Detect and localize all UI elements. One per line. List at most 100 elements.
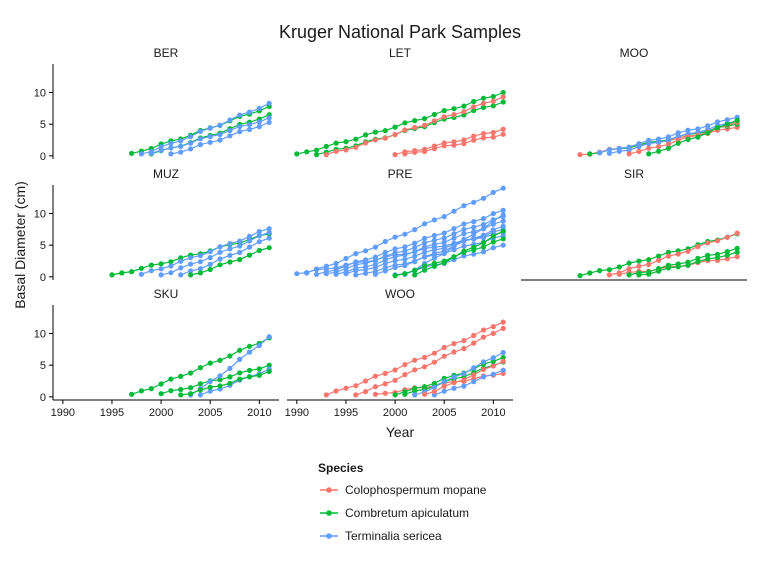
data-point — [363, 378, 369, 384]
data-point — [382, 128, 388, 134]
data-point — [246, 233, 253, 239]
data-point — [382, 390, 388, 396]
strip-label: PRE — [388, 167, 413, 181]
data-point — [412, 253, 418, 259]
y-tick-label: 5 — [40, 360, 46, 372]
data-point — [188, 272, 194, 278]
data-point — [490, 324, 496, 330]
data-point — [333, 271, 339, 277]
data-point — [480, 226, 487, 232]
data-point — [422, 221, 428, 227]
data-point — [266, 368, 272, 375]
data-point — [500, 126, 506, 132]
data-point — [372, 373, 378, 379]
legend-item-combretum: Combretum apiculatum — [320, 506, 469, 520]
data-point — [363, 132, 369, 138]
data-point — [402, 252, 408, 258]
data-point — [188, 370, 194, 376]
data-point — [451, 208, 457, 214]
data-point — [382, 268, 388, 274]
data-point — [333, 140, 339, 146]
data-point — [656, 253, 662, 259]
data-point — [422, 267, 428, 273]
data-point — [246, 374, 253, 380]
data-point — [441, 353, 447, 359]
data-point — [626, 151, 632, 157]
data-point — [724, 249, 730, 255]
data-point — [178, 258, 184, 264]
data-point — [402, 120, 408, 126]
data-point — [431, 111, 437, 118]
data-point — [705, 256, 711, 262]
data-point — [471, 372, 477, 378]
series-line — [355, 327, 504, 396]
data-point — [188, 134, 194, 140]
data-point — [138, 271, 144, 277]
data-point — [500, 218, 506, 224]
data-point — [656, 268, 662, 274]
data-point — [490, 363, 496, 369]
data-point — [441, 388, 447, 394]
data-point — [441, 143, 447, 149]
data-point — [402, 127, 408, 133]
data-point — [695, 258, 701, 265]
data-point — [372, 137, 378, 143]
data-point — [343, 147, 349, 153]
series-terminalia — [412, 349, 506, 398]
data-point — [313, 147, 320, 153]
data-point — [431, 250, 437, 257]
legend-item-terminalia: Terminalia sericea — [320, 529, 442, 543]
data-point — [402, 231, 408, 237]
data-point — [500, 223, 506, 229]
data-point — [685, 248, 691, 254]
data-point — [158, 391, 164, 397]
data-point — [119, 270, 125, 276]
data-point — [227, 252, 233, 258]
data-point — [256, 105, 262, 111]
x-tick-label: 2010 — [481, 407, 505, 419]
data-point — [490, 98, 496, 104]
data-point — [412, 267, 418, 273]
strip-label: SKU — [154, 287, 179, 301]
data-point — [382, 381, 388, 387]
data-point — [392, 234, 398, 240]
data-point — [471, 244, 477, 250]
panel-woo: WOO 1990 1995 2000 2005 2010 — [285, 287, 513, 419]
data-point — [382, 249, 388, 255]
chart-title: Kruger National Park Samples — [279, 22, 521, 42]
data-point — [490, 245, 496, 251]
series-terminalia — [178, 235, 272, 278]
data-point — [256, 372, 262, 378]
data-point — [382, 253, 388, 259]
data-point — [451, 226, 457, 232]
data-point — [646, 257, 652, 263]
data-point — [294, 151, 300, 157]
data-point — [227, 117, 233, 123]
data-point — [636, 258, 642, 264]
series-terminalia — [148, 115, 272, 156]
data-point — [441, 235, 447, 241]
data-point — [490, 189, 496, 195]
data-point — [168, 145, 174, 151]
data-point — [178, 272, 184, 278]
data-point — [168, 270, 174, 276]
series-combretum — [626, 245, 740, 278]
x-tick-label: 1995 — [100, 407, 124, 419]
data-point — [197, 136, 203, 142]
data-point — [656, 257, 662, 263]
data-point — [471, 107, 477, 114]
data-point — [422, 122, 428, 128]
data-point — [626, 266, 632, 272]
data-point — [665, 137, 672, 143]
data-point — [461, 253, 467, 259]
data-point — [237, 129, 243, 135]
data-point — [480, 232, 487, 238]
series-combretum — [392, 236, 506, 279]
x-tick-label: 1990 — [51, 407, 75, 419]
data-point — [587, 151, 593, 157]
data-point — [168, 151, 174, 157]
data-point — [353, 392, 359, 398]
data-point — [207, 384, 213, 390]
data-point — [372, 264, 378, 271]
data-point — [451, 385, 457, 391]
